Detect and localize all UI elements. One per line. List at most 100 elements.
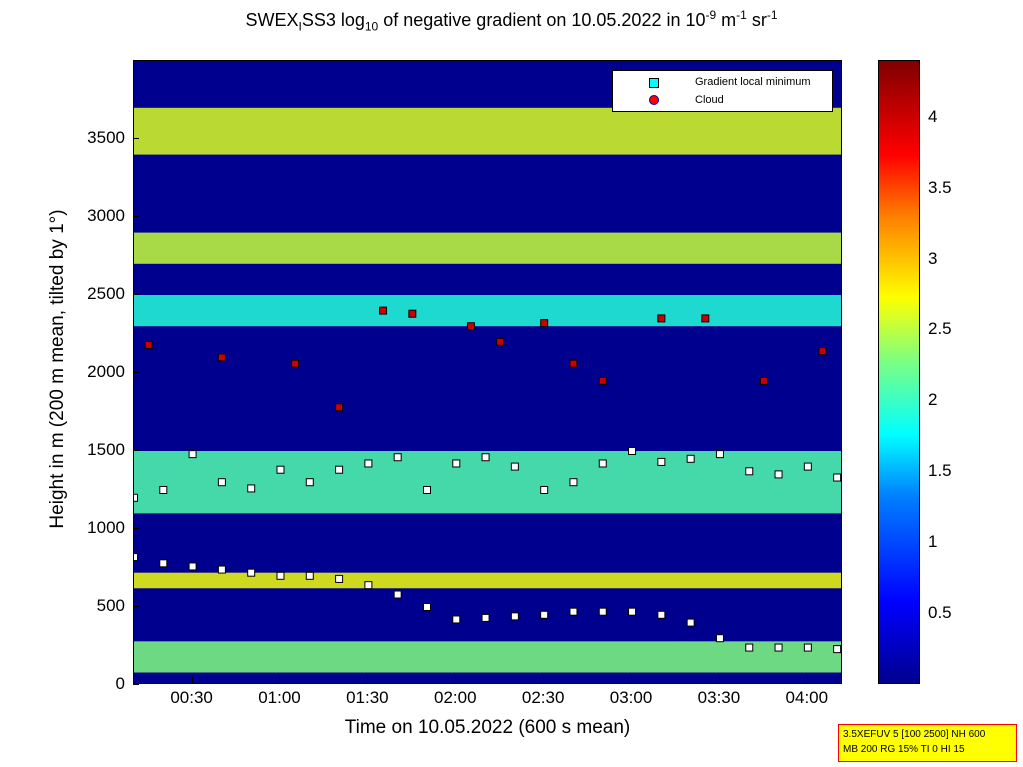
gradient-minimum-marker	[833, 645, 841, 654]
x-tick-label: 03:30	[697, 688, 741, 707]
gradient-minimum-marker	[134, 493, 138, 502]
y-tick-label: 1500	[87, 440, 125, 459]
gradient-minimum-marker	[628, 447, 637, 455]
gradient-minimum-marker	[335, 574, 344, 583]
y-tick-mark	[133, 684, 139, 685]
x-tick-label: 00:30	[170, 688, 213, 707]
gradient-minimum-marker	[540, 486, 549, 494]
x-axis-label: Time on 10.05.2022 (600 s mean)	[344, 717, 631, 738]
gradient-minimum-marker	[803, 643, 812, 652]
gradient-minimum-marker	[481, 453, 490, 462]
y-tick-label: 2000	[87, 362, 125, 381]
gradient-minimum-marker	[657, 457, 666, 466]
gradient-minimum-marker	[628, 607, 637, 616]
x-tick-mark	[191, 677, 193, 683]
gradient-minimum-marker	[422, 603, 431, 611]
cloud-marker	[335, 403, 344, 412]
cloud-marker	[379, 306, 388, 315]
gradient-minimum-marker	[510, 462, 519, 471]
heatmap-layer	[134, 295, 841, 327]
colorbar-tick-label: 3	[928, 248, 938, 268]
cloud-marker	[540, 319, 549, 328]
gradient-minimum-marker	[247, 484, 256, 493]
y-tick-label: 0	[115, 674, 125, 693]
plot-area: Gradient local minimum Cloud	[133, 60, 842, 684]
colorbar-tick-label: 2	[928, 390, 938, 410]
colorbar-tick-label: 1.5	[928, 461, 952, 481]
gradient-legend-label: Gradient local minimum	[695, 76, 811, 88]
x-tick-mark	[367, 677, 369, 683]
gradient-minimum-marker	[745, 643, 754, 652]
cloud-marker	[701, 314, 710, 323]
gradient-minimum-marker	[159, 486, 168, 494]
heatmap-layer	[134, 572, 841, 589]
cloud-marker	[291, 359, 300, 368]
gradient-minimum-marker	[452, 459, 461, 468]
gradient-minimum-marker	[540, 610, 549, 619]
y-tick-mark	[133, 216, 139, 217]
gradient-minimum-marker	[134, 553, 138, 562]
heatmap-layer	[134, 641, 841, 673]
y-tick-mark	[133, 606, 139, 607]
y-tick-mark	[133, 138, 139, 139]
y-tick-label: 3500	[87, 128, 125, 147]
heatmap-canvas	[134, 107, 841, 673]
gradient-minimum-marker	[188, 450, 197, 459]
y-tick-mark	[133, 372, 139, 373]
cloud-marker	[657, 314, 666, 323]
cloud-marker	[466, 322, 475, 331]
gradient-minimum-marker	[715, 634, 724, 643]
y-tick-mark	[133, 528, 139, 529]
x-tick-label: 01:30	[346, 688, 389, 707]
x-tick-label: 01:00	[258, 688, 301, 707]
gradient-minimum-marker	[364, 581, 373, 590]
cloud-marker	[598, 376, 607, 385]
info-line-2: MB 200 RG 15% TI 0 HI 15	[843, 744, 965, 755]
gradient-minimum-marker	[657, 610, 666, 619]
cloud-marker	[569, 359, 578, 368]
x-tick-mark	[806, 677, 808, 683]
x-tick-label: 03:00	[609, 688, 653, 707]
info-line-1: 3.5XEFUV 5 [100 2500] NH 600	[843, 729, 986, 740]
x-tick-label: 04:00	[785, 688, 829, 707]
gradient-minimum-marker	[276, 571, 285, 580]
gradient-minimum-marker	[305, 478, 314, 487]
cloud-marker	[759, 376, 768, 385]
y-tick-label: 1000	[87, 518, 125, 537]
gradient-minimum-marker	[745, 467, 754, 476]
y-tick-label: 2500	[87, 284, 125, 303]
y-tick-mark	[133, 294, 139, 295]
x-tick-mark	[718, 677, 720, 683]
gradient-minimum-marker	[422, 486, 431, 494]
gradient-minimum-marker	[217, 565, 226, 574]
heatmap-layer	[134, 451, 841, 514]
y-tick-label: 500	[96, 596, 125, 615]
colorbar-tick-label: 1	[928, 532, 938, 552]
x-tick-mark	[455, 677, 457, 683]
gradient-minimum-marker	[159, 559, 168, 568]
gradient-minimum-marker	[686, 454, 695, 463]
gradient-minimum-marker	[364, 459, 373, 468]
x-tick-label: 02:00	[433, 688, 477, 707]
heatmap-layer	[134, 107, 841, 155]
gradient-minimum-marker	[481, 613, 490, 622]
colorbar-tick-label: 0.5	[928, 603, 952, 623]
colorbar	[878, 60, 920, 684]
gradient-minimum-marker	[686, 618, 695, 627]
chart-title: SWEXISS3 log10 of negative gradient on 1…	[245, 8, 778, 34]
cloud-marker	[217, 353, 226, 362]
gradient-minimum-marker	[774, 470, 783, 479]
cloud-marker	[408, 309, 417, 318]
gradient-minimum-marker	[188, 562, 197, 571]
heatmap-layer	[134, 232, 841, 264]
gradient-minimum-marker	[598, 607, 607, 616]
legend-box: Gradient local minimum Cloud	[612, 70, 833, 112]
colorbar-tick-label: 3.5	[928, 177, 952, 197]
cloud-marker	[144, 340, 153, 349]
cloud-marker	[818, 347, 827, 356]
gradient-minimum-marker	[452, 615, 461, 624]
cloud-legend-label: Cloud	[695, 94, 724, 106]
colorbar-tick-label: 4	[928, 106, 938, 126]
gradient-minimum-marker	[247, 568, 256, 577]
y-axis-label: Height in m (200 m mean, tilted by 1°)	[47, 209, 68, 529]
